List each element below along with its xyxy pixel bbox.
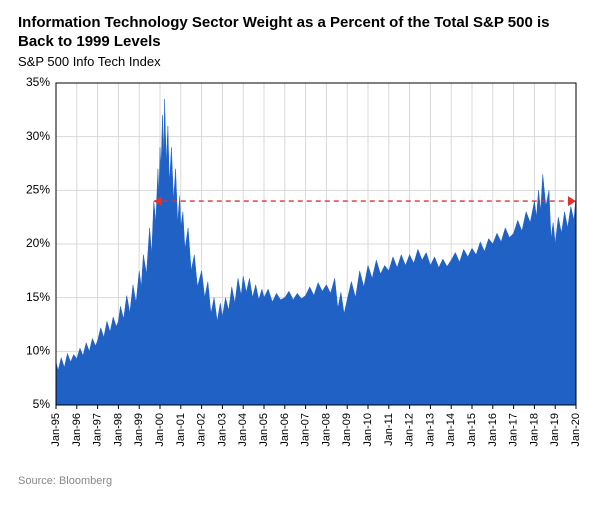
svg-text:Jan-97: Jan-97 — [92, 413, 104, 447]
svg-text:Jan-02: Jan-02 — [196, 413, 208, 447]
svg-text:Jan-03: Jan-03 — [216, 413, 228, 447]
chart-subtitle: S&P 500 Info Tech Index — [18, 54, 582, 69]
svg-text:Jan-08: Jan-08 — [320, 413, 332, 447]
svg-text:30%: 30% — [26, 128, 50, 142]
svg-text:Jan-96: Jan-96 — [71, 413, 83, 447]
chart-container: Information Technology Sector Weight as … — [0, 0, 600, 508]
svg-text:5%: 5% — [33, 397, 51, 411]
svg-text:10%: 10% — [26, 343, 50, 357]
chart-plot: 5% 10% 15% 20% 25% 30% 35% Jan-95 Jan-96 Jan-97 Ja… — [18, 77, 582, 467]
svg-text:15%: 15% — [26, 289, 50, 303]
chart-title: Information Technology Sector Weight as … — [18, 14, 582, 52]
chart-svg: 5% 10% 15% 20% 25% 30% 35% Jan-95 Jan-96 Jan-97 Ja… — [18, 77, 582, 467]
svg-text:Jan-20: Jan-20 — [570, 413, 582, 447]
svg-text:Jan-95: Jan-95 — [50, 413, 62, 447]
svg-text:25%: 25% — [26, 182, 50, 196]
svg-text:Jan-12: Jan-12 — [404, 413, 416, 447]
svg-text:20%: 20% — [26, 236, 50, 250]
svg-text:Jan-11: Jan-11 — [383, 413, 395, 446]
svg-text:Jan-09: Jan-09 — [341, 413, 353, 447]
svg-text:Jan-99: Jan-99 — [133, 413, 145, 447]
svg-text:Jan-05: Jan-05 — [258, 413, 270, 447]
svg-text:Jan-15: Jan-15 — [466, 413, 478, 447]
svg-text:Jan-00: Jan-00 — [154, 413, 166, 447]
svg-text:Jan-13: Jan-13 — [424, 413, 436, 447]
svg-text:Jan-17: Jan-17 — [508, 413, 520, 447]
svg-text:Jan-16: Jan-16 — [487, 413, 499, 447]
chart-source: Source: Bloomberg — [18, 475, 582, 487]
svg-text:Jan-98: Jan-98 — [112, 413, 124, 447]
svg-text:Jan-14: Jan-14 — [445, 413, 457, 447]
svg-text:Jan-18: Jan-18 — [528, 413, 540, 447]
svg-text:Jan-07: Jan-07 — [300, 413, 312, 447]
svg-text:Jan-10: Jan-10 — [362, 413, 374, 447]
svg-text:Jan-19: Jan-19 — [549, 413, 561, 447]
svg-text:Jan-06: Jan-06 — [279, 413, 291, 447]
svg-text:Jan-01: Jan-01 — [175, 413, 187, 447]
svg-text:Jan-04: Jan-04 — [237, 413, 249, 447]
svg-text:35%: 35% — [26, 77, 50, 89]
